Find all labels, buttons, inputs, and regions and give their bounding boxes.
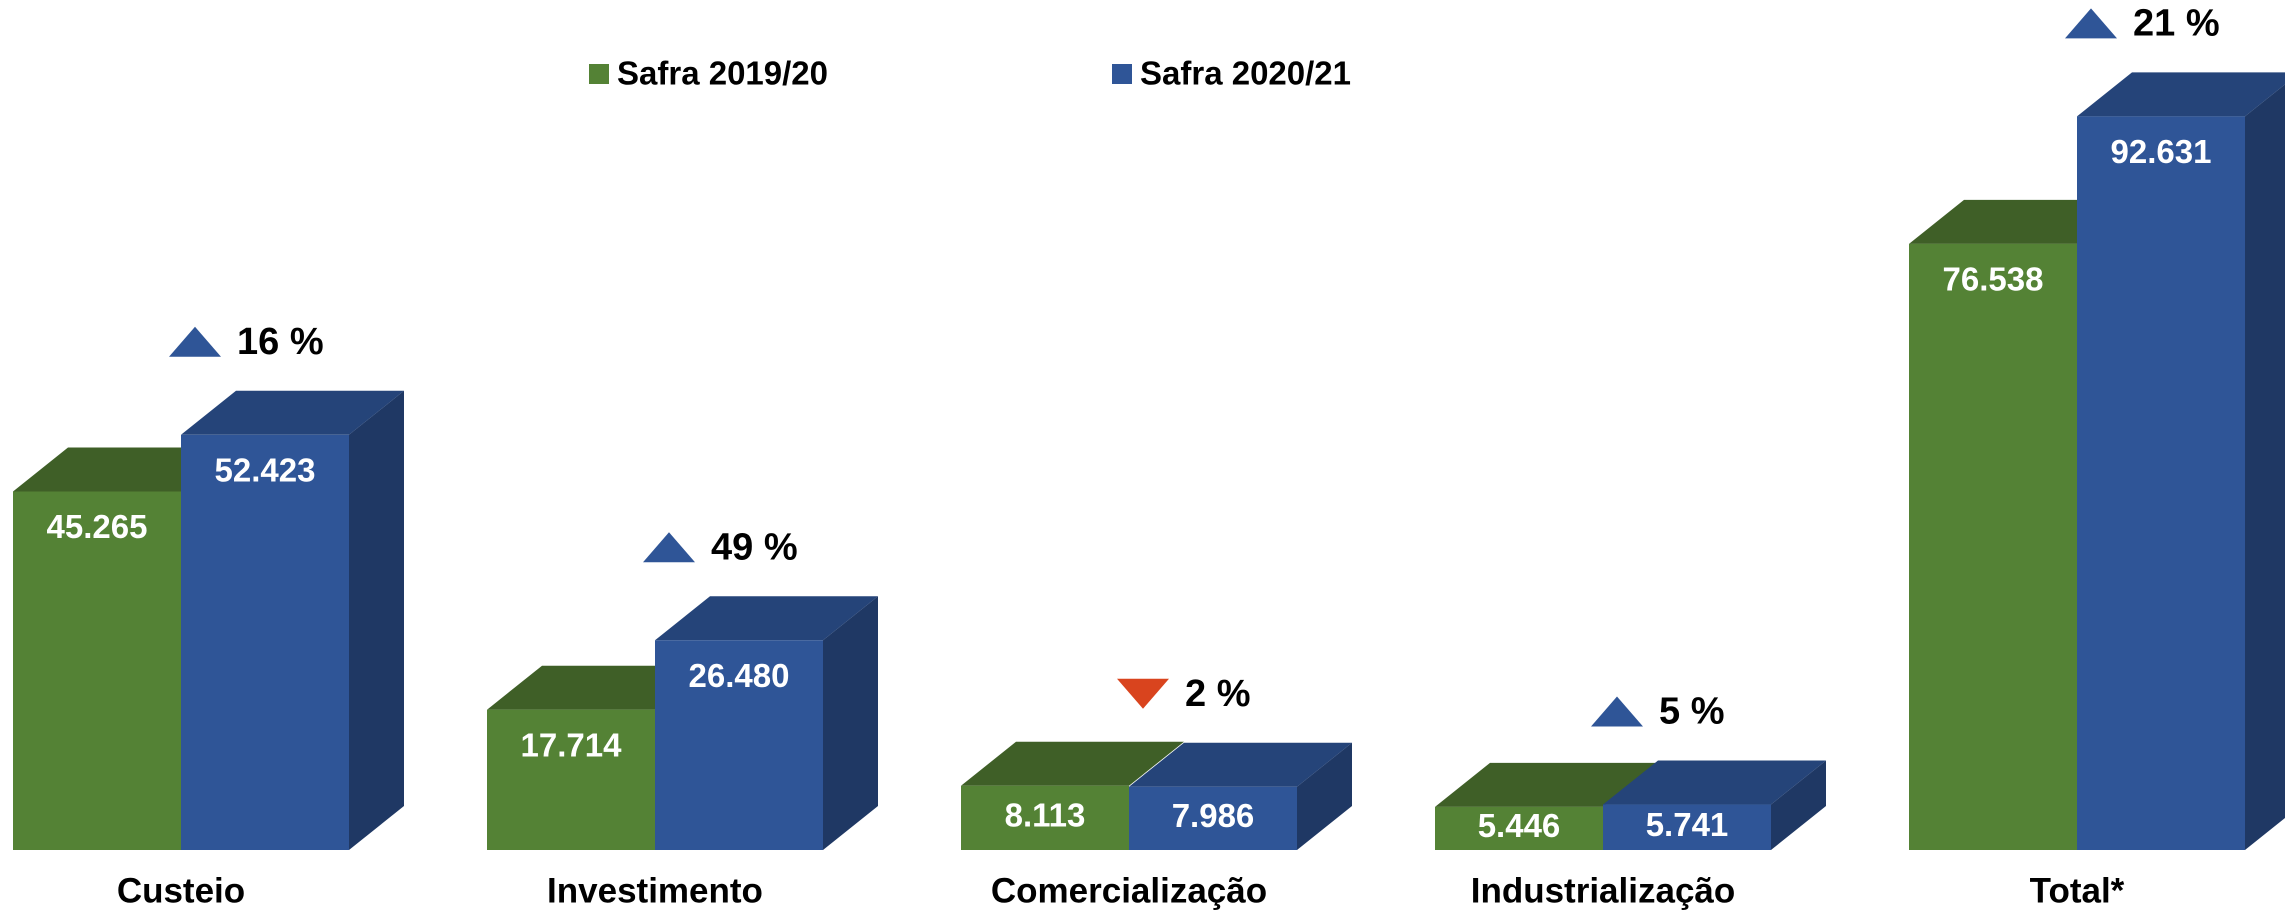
change-label: 49 % (711, 526, 798, 568)
value-label: 17.714 (521, 726, 623, 763)
value-label: 5.446 (1478, 807, 1561, 844)
bar (487, 709, 655, 850)
bar-side (1771, 760, 1826, 850)
value-label: 8.113 (1005, 797, 1086, 834)
bar (655, 640, 823, 850)
bar (13, 491, 181, 850)
value-label: 45.265 (47, 508, 148, 545)
bar-top (655, 596, 878, 641)
bar-top (1909, 199, 2132, 244)
change-arrow (643, 532, 695, 563)
bar-top (1435, 762, 1658, 807)
legend-swatch (589, 64, 609, 84)
change-label: 21 % (2133, 2, 2220, 44)
bar-top (1603, 760, 1826, 805)
bar (1909, 243, 2077, 851)
bar (2077, 116, 2245, 850)
bar-top (487, 665, 710, 710)
bar (961, 785, 1129, 850)
change-arrow (1591, 696, 1643, 727)
x-tick-label: Custeio (117, 871, 245, 910)
value-label: 76.538 (1943, 261, 2044, 298)
bar-side (349, 390, 404, 850)
bar-top (2077, 72, 2285, 117)
bar-top (181, 390, 404, 435)
bar-side (2245, 84, 2285, 850)
bar-top (13, 447, 236, 492)
change-arrow (169, 326, 221, 357)
value-label: 7.986 (1172, 797, 1255, 834)
change-label: 16 % (237, 321, 324, 363)
x-tick-label: Investimento (547, 871, 763, 910)
x-tick-label: Comercialização (991, 871, 1267, 910)
value-label: 52.423 (215, 452, 316, 489)
x-tick-label: Industrialização (1471, 871, 1736, 910)
bar (1603, 804, 1771, 850)
change-label: 5 % (1659, 691, 1724, 733)
bar (181, 434, 349, 850)
legend-label: Safra 2019/20 (617, 55, 828, 92)
bar (1129, 786, 1297, 850)
value-label: 26.480 (689, 657, 790, 694)
change-arrow (2065, 8, 2117, 39)
bar-top (961, 741, 1184, 786)
x-tick-label: Total* (2030, 871, 2125, 910)
change-arrow (1117, 678, 1169, 709)
legend-swatch (1112, 64, 1132, 84)
bar-top (1129, 742, 1352, 787)
value-label: 5.741 (1646, 806, 1729, 843)
bar-side (823, 596, 878, 850)
legend-label: Safra 2020/21 (1140, 55, 1351, 92)
bar (1435, 806, 1603, 850)
value-label: 92.631 (2111, 133, 2212, 170)
bar-side (1297, 742, 1352, 850)
change-label: 2 % (1185, 673, 1250, 715)
